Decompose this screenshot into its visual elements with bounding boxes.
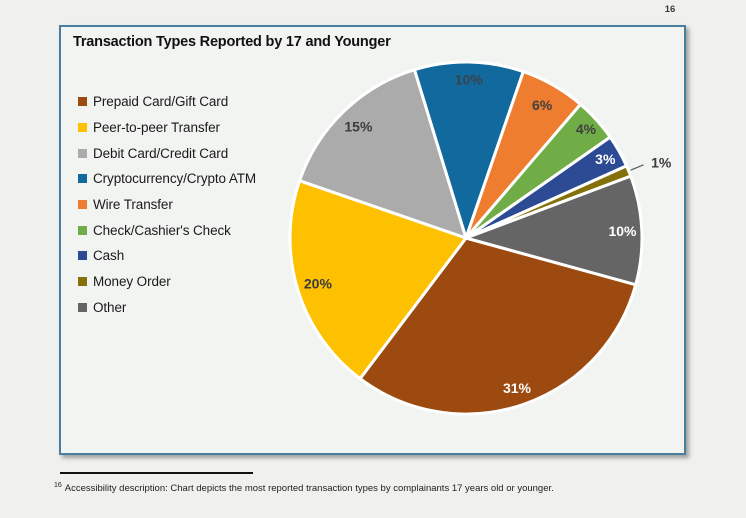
legend-swatch-wire-transfer [78,200,87,210]
legend-swatch-money-order [78,277,87,287]
pie-legend: Prepaid Card/Gift Card Peer-to-peer Trans… [78,89,256,320]
legend-item-debit-card-credit-card: Debit Card/Credit Card [78,140,256,166]
legend-label-other: Other [93,299,127,315]
footnote: 16 Accessibility description: Chart depic… [54,482,714,494]
legend-swatch-debit-card-credit-card [78,148,87,158]
legend-item-wire-transfer: Wire Transfer [78,192,256,218]
legend-swatch-other [78,302,87,312]
pie-label-other: 10% [608,223,637,239]
pie-label-check-cashier-s-check: 4% [576,121,597,137]
footnote-divider [60,472,253,474]
pie-label-prepaid-card-gift-card: 31% [503,380,532,396]
chart-panel: Transaction Types Reported by 17 and You… [59,25,686,455]
legend-swatch-cash [78,251,87,261]
legend-label-peer-to-peer-transfer: Peer-to-peer Transfer [93,120,220,136]
legend-label-check-cashier-s-check: Check/Cashier's Check [93,222,231,238]
pie-label-debit-card-credit-card: 15% [344,119,373,135]
legend-item-prepaid-card-gift-card: Prepaid Card/Gift Card [78,89,256,115]
footnote-text: Accessibility description: Chart depicts… [64,483,554,494]
pie-label-cryptocurrency-crypto-atm: 10% [455,72,484,88]
legend-item-check-cashier-s-check: Check/Cashier's Check [78,217,256,243]
legend-label-debit-card-credit-card: Debit Card/Credit Card [93,145,229,161]
legend-item-peer-to-peer-transfer: Peer-to-peer Transfer [78,115,256,141]
page-number: 16 [664,4,676,15]
pie-chart: 31% 20% 15% 10% 6% 4% 3% 1% 10% [288,60,672,416]
legend-label-cryptocurrency-crypto-atm: Cryptocurrency/Crypto ATM [93,171,257,187]
pie-slice-other [464,174,644,287]
legend-label-cash: Cash [93,248,125,264]
legend-item-money-order: Money Order [78,269,256,295]
pie-label-money-order: 1% [651,155,672,171]
footnote-marker: 16 [54,482,62,489]
legend-item-other: Other [78,295,256,321]
legend-swatch-cryptocurrency-crypto-atm [78,174,87,184]
legend-item-cash: Cash [78,243,256,269]
pie-label-wire-transfer: 6% [532,97,553,113]
legend-label-wire-transfer: Wire Transfer [93,197,173,213]
pie-leader-line-money-order [630,164,644,171]
legend-label-prepaid-card-gift-card: Prepaid Card/Gift Card [93,94,229,110]
legend-swatch-check-cashier-s-check [78,225,87,235]
pie-slice-cryptocurrency-crypto-atm [413,60,525,240]
pie-slice-prepaid-card-gift-card [358,236,638,416]
pie-slice-debit-card-credit-card [298,68,468,240]
legend-swatch-peer-to-peer-transfer [78,123,87,133]
pie-label-cash: 3% [595,151,616,167]
legend-label-money-order: Money Order [93,274,171,290]
legend-item-cryptocurrency-crypto-atm: Cryptocurrency/Crypto ATM [78,166,256,192]
pie-label-peer-to-peer-transfer: 20% [304,275,333,291]
pie-slice-peer-to-peer-transfer [288,179,468,381]
legend-swatch-prepaid-card-gift-card [78,97,87,107]
chart-title: Transaction Types Reported by 17 and You… [73,34,391,50]
